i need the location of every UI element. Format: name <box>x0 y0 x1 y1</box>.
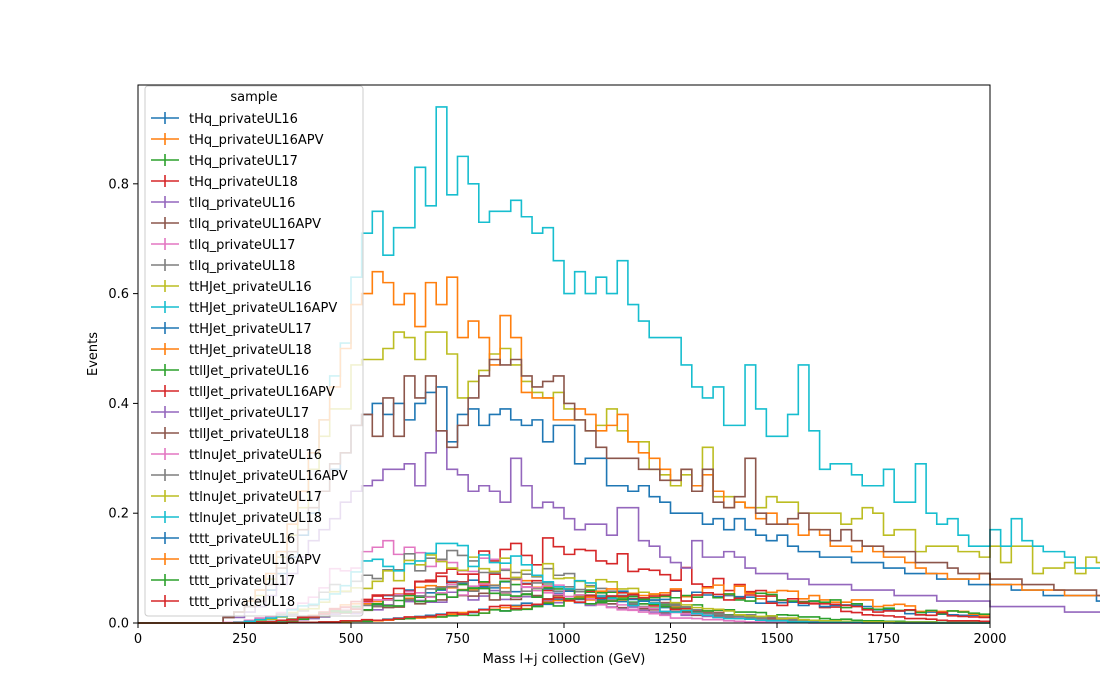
legend-label: ttllJet_privateUL17 <box>189 406 309 421</box>
legend-entry: ttllJet_privateUL16 <box>151 364 309 379</box>
x-tick-label: 500 <box>339 632 364 647</box>
legend-label: ttlnuJet_privateUL17 <box>189 490 322 505</box>
legend-label: ttlnuJet_privateUL18 <box>189 511 322 526</box>
x-tick-label: 1250 <box>654 632 687 647</box>
legend-entry: ttHJet_privateUL16 <box>151 280 312 295</box>
legend-label: tllq_privateUL18 <box>189 259 295 274</box>
series-tttt_privateUL18 <box>138 589 990 624</box>
legend-label: tttt_privateUL17 <box>189 574 295 589</box>
legend-label: ttllJet_privateUL16APV <box>189 385 335 400</box>
legend-label: ttllJet_privateUL16 <box>189 364 309 379</box>
legend-entry: tttt_privateUL16APV <box>151 553 321 568</box>
legend-label: tttt_privateUL16 <box>189 532 295 547</box>
legend-label: ttllJet_privateUL18 <box>189 427 309 442</box>
legend-entry: ttlnuJet_privateUL16 <box>151 448 322 463</box>
series-layer <box>138 106 1100 624</box>
legend-title: sample <box>230 90 277 105</box>
legend-entry: tHq_privateUL17 <box>151 154 298 169</box>
legend-entry: tllq_privateUL17 <box>151 238 295 253</box>
x-tick-label: 750 <box>445 632 470 647</box>
legend-label: tHq_privateUL16APV <box>189 133 324 148</box>
legend-label: tllq_privateUL17 <box>189 238 295 253</box>
x-tick-label: 2000 <box>973 632 1006 647</box>
y-tick-label: 0.6 <box>108 287 129 302</box>
legend-label: tllq_privateUL16APV <box>189 217 321 232</box>
x-tick-label: 0 <box>134 632 142 647</box>
x-tick-label: 1000 <box>547 632 580 647</box>
legend-label: tHq_privateUL18 <box>189 175 298 190</box>
legend-entry: tllq_privateUL18 <box>151 259 295 274</box>
legend-entry: tttt_privateUL16 <box>151 532 295 547</box>
y-axis-title: Events <box>86 332 101 376</box>
legend-entry: ttllJet_privateUL16APV <box>151 385 335 400</box>
x-tick-label: 1500 <box>760 632 793 647</box>
legend-entry: tttt_privateUL17 <box>151 574 295 589</box>
x-tick-label: 250 <box>232 632 257 647</box>
x-axis-title: Mass l+j collection (GeV) <box>483 652 646 667</box>
legend: sample tHq_privateUL16 tHq_privateUL16APV… <box>144 85 364 617</box>
legend-label: tttt_privateUL18 <box>189 595 295 610</box>
legend-entry: tllq_privateUL16 <box>151 196 295 211</box>
y-tick-label: 0.4 <box>108 397 129 412</box>
legend-label: ttHJet_privateUL16 <box>189 280 312 295</box>
legend-entry: ttHJet_privateUL18 <box>151 343 312 358</box>
legend-entry: tHq_privateUL16 <box>151 112 298 127</box>
legend-label: ttlnuJet_privateUL16APV <box>189 469 348 484</box>
legend-entry: ttllJet_privateUL17 <box>151 406 309 421</box>
legend-label: tttt_privateUL16APV <box>189 553 321 568</box>
legend-entry: ttHJet_privateUL17 <box>151 322 312 337</box>
legend-label: tllq_privateUL16 <box>189 196 295 211</box>
legend-entry: ttlnuJet_privateUL18 <box>151 511 322 526</box>
legend-entry: tttt_privateUL18 <box>151 595 295 610</box>
legend-entry: ttHJet_privateUL16APV <box>151 301 337 316</box>
legend-label: tHq_privateUL17 <box>189 154 298 169</box>
x-axis: 0 250 500 750 1000 1250 1500 1750 2000 <box>134 623 1007 647</box>
legend-label: ttHJet_privateUL17 <box>189 322 312 337</box>
legend-label: ttlnuJet_privateUL16 <box>189 448 322 463</box>
legend-entry: ttlnuJet_privateUL16APV <box>151 469 348 484</box>
legend-entry: ttlnuJet_privateUL17 <box>151 490 322 505</box>
y-tick-label: 0.2 <box>108 507 129 522</box>
legend-label: ttHJet_privateUL18 <box>189 343 312 358</box>
legend-entries: tHq_privateUL16 tHq_privateUL16APV tHq_pri… <box>151 112 348 610</box>
legend-entry: tHq_privateUL16APV <box>151 133 324 148</box>
y-tick-label: 0.8 <box>108 177 129 192</box>
legend-entry: tllq_privateUL16APV <box>151 217 321 232</box>
legend-label: tHq_privateUL16 <box>189 112 298 127</box>
x-tick-label: 1750 <box>867 632 900 647</box>
y-tick-label: 0.0 <box>108 617 129 632</box>
legend-label: ttHJet_privateUL16APV <box>189 301 337 316</box>
y-axis: 0.0 0.2 0.4 0.6 0.8 <box>108 177 138 632</box>
legend-box <box>144 85 364 617</box>
legend-entry: tHq_privateUL18 <box>151 175 298 190</box>
legend-entry: ttllJet_privateUL18 <box>151 427 309 442</box>
